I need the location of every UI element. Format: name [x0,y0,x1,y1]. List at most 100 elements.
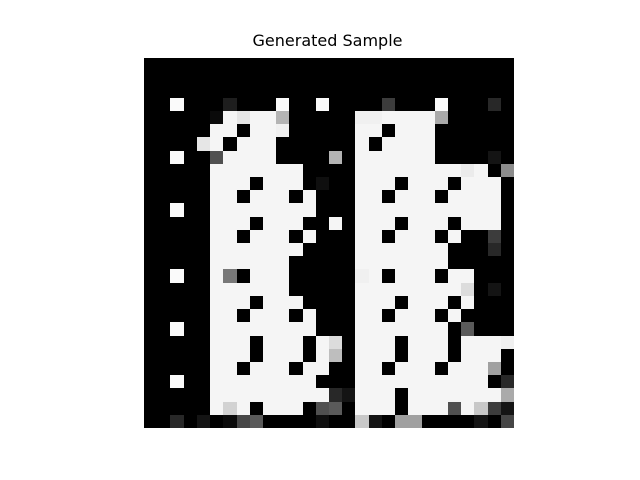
image-pixel [144,322,158,336]
image-pixel [157,71,171,85]
image-pixel [183,110,197,125]
image-pixel [196,322,211,336]
image-pixel [395,216,409,230]
image-pixel [408,348,422,362]
image-pixel [262,414,277,428]
image-pixel [461,282,475,296]
image-pixel [289,71,303,85]
image-pixel [170,190,184,204]
image-pixel [408,388,422,402]
image-pixel [183,163,197,177]
image-pixel [262,348,277,362]
image-pixel [500,361,514,376]
image-pixel [196,176,211,191]
image-pixel [408,243,422,257]
image-pixel [170,388,184,402]
image-pixel [196,190,211,204]
image-pixel [276,97,290,111]
image-pixel [144,190,158,204]
image-pixel [408,84,422,98]
image-pixel [329,71,343,85]
image-pixel [355,348,369,362]
image-pixel [421,58,435,72]
image-pixel [368,176,382,191]
image-pixel [196,216,211,230]
image-pixel [381,110,396,125]
image-pixel [157,269,171,283]
image-pixel [302,256,316,270]
image-pixel [210,309,224,323]
image-pixel [276,388,290,402]
image-pixel [329,295,343,310]
image-pixel [447,282,462,296]
image-pixel [461,203,475,217]
image-pixel [196,269,211,283]
image-pixel [196,110,211,125]
image-pixel [421,203,435,217]
image-pixel [381,282,396,296]
image-pixel [276,137,290,151]
image-pixel [210,229,224,243]
image-pixel [144,110,158,125]
image-pixel [210,71,224,85]
image-pixel [210,375,224,389]
image-pixel [157,375,171,389]
image-pixel [249,401,263,415]
image-pixel [447,388,462,402]
image-pixel [210,401,224,415]
image-pixel [157,137,171,151]
image-pixel [355,414,369,428]
image-pixel [183,150,197,164]
image-pixel [276,295,290,310]
image-pixel [157,282,171,296]
image-pixel [461,124,475,138]
image-pixel [434,309,448,323]
image-pixel [434,414,448,428]
image-pixel [421,150,435,164]
image-pixel [342,58,356,72]
image-pixel [381,361,396,376]
image-pixel [144,97,158,111]
image-pixel [210,137,224,151]
image-pixel [355,150,369,164]
image-pixel [329,388,343,402]
image-pixel [381,348,396,362]
image-pixel [395,110,409,125]
image-pixel [381,216,396,230]
image-pixel [447,322,462,336]
image-pixel [144,401,158,415]
image-pixel [262,256,277,270]
image-pixel [368,243,382,257]
image-pixel [395,71,409,85]
image-pixel [315,150,329,164]
image-pixel [170,401,184,415]
image-pixel [170,348,184,362]
image-pixel [289,58,303,72]
image-pixel [421,71,435,85]
image-pixel [342,163,356,177]
image-pixel [474,256,488,270]
image-pixel [342,348,356,362]
image-pixel [368,124,382,138]
image-pixel [236,295,250,310]
image-pixel [223,110,237,125]
image-pixel [183,388,197,402]
image-pixel [368,84,382,98]
image-pixel [487,348,501,362]
image-pixel [210,243,224,257]
image-pixel [447,348,462,362]
image-pixel [170,414,184,428]
image-pixel [223,203,237,217]
image-pixel [276,190,290,204]
image-pixel [170,150,184,164]
image-pixel [342,256,356,270]
image-pixel [355,335,369,349]
image-pixel [500,388,514,402]
image-pixel [355,322,369,336]
image-pixel [289,335,303,349]
image-pixel [500,322,514,336]
image-pixel [474,71,488,85]
image-pixel [157,401,171,415]
image-pixel [196,309,211,323]
image-pixel [157,348,171,362]
